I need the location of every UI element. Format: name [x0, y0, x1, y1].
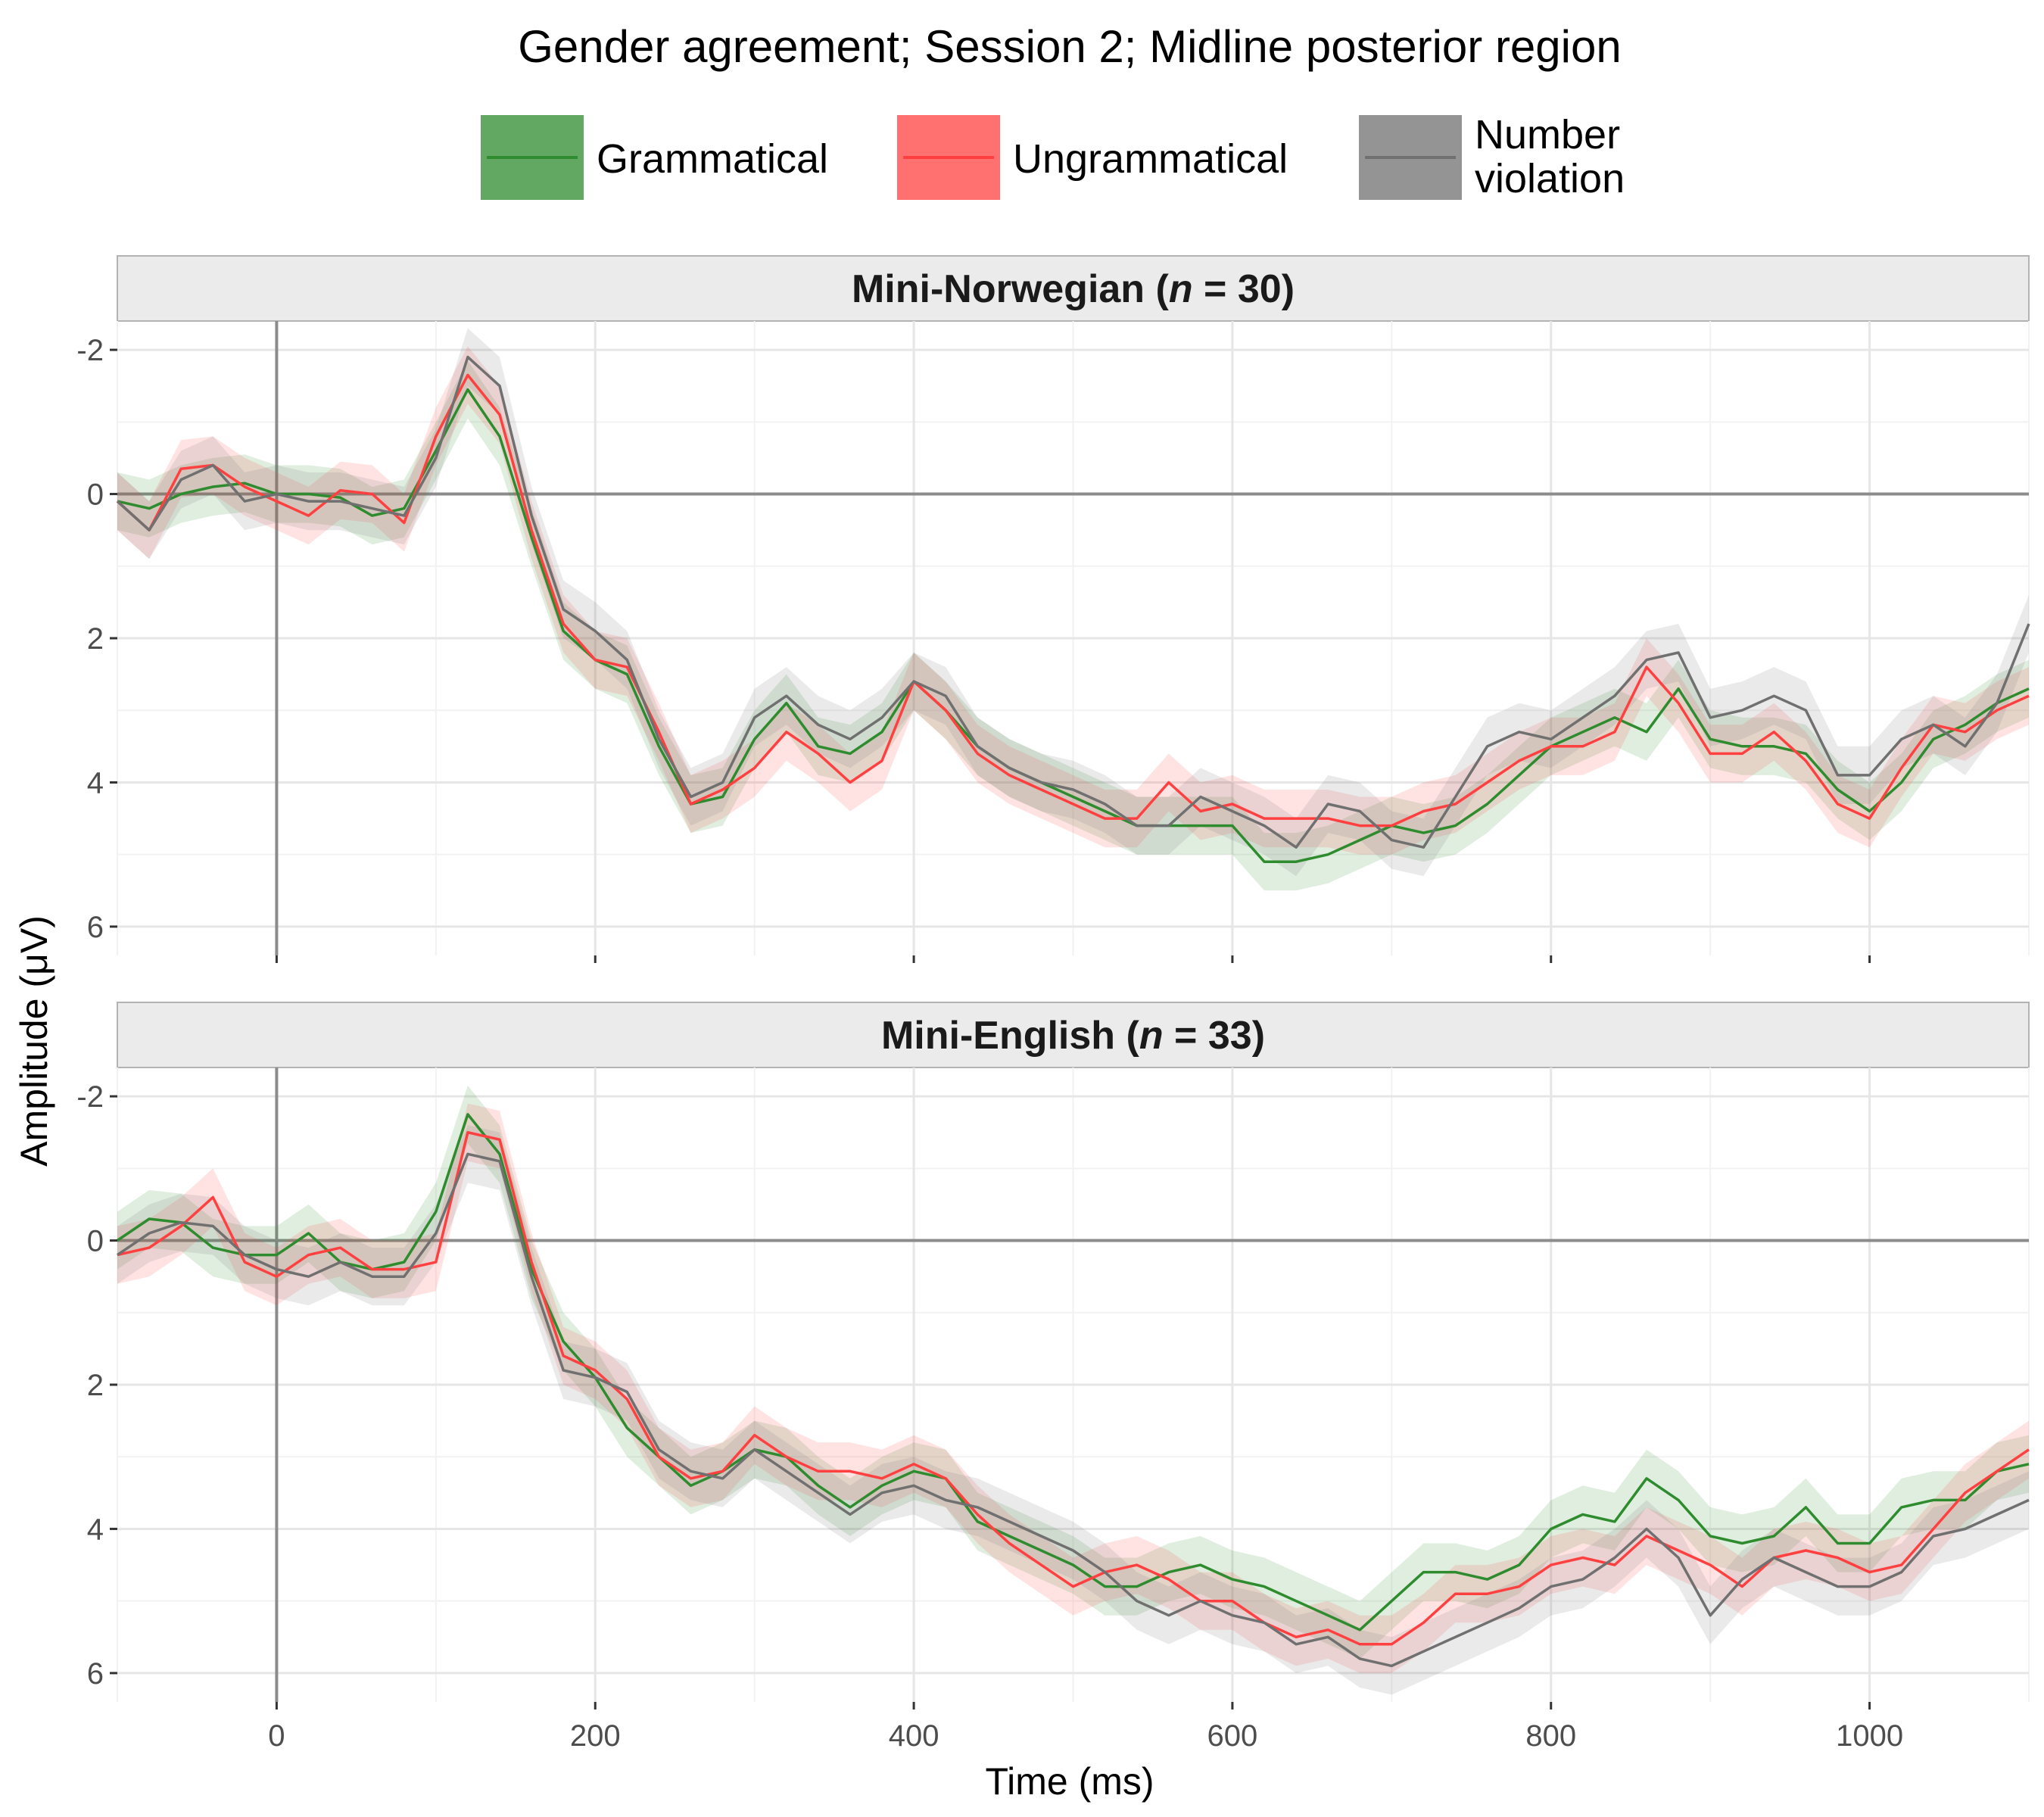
- y-tick-label: 4: [87, 766, 104, 799]
- panel-1: Mini-Norwegian (n = 30) -2 0 2 4 6: [76, 255, 2030, 963]
- y-tick-label: 2: [87, 622, 104, 656]
- series-line-number-violation: [117, 1152, 2030, 1668]
- legend-label-grammatical: Grammatical: [597, 136, 828, 182]
- y-tick-label: -2: [76, 334, 104, 367]
- x-tick-label: 400: [889, 1719, 939, 1753]
- ribbon-ungrammatical: [117, 346, 2029, 855]
- facet-strip: [117, 255, 2030, 322]
- x-tick-label: 600: [1207, 1719, 1258, 1753]
- x-axis: 0 200 400 600 800 1000: [268, 1719, 1903, 1753]
- y-tick-label: 6: [87, 1657, 104, 1691]
- y-tick-label: 4: [87, 1513, 104, 1546]
- facet-panels: Mini-Norwegian (n = 30)-20246Mini-Englis…: [76, 255, 2030, 1709]
- y-axis-title: Amplitude (μV): [13, 915, 55, 1167]
- x-tick-label: 0: [268, 1719, 285, 1753]
- y-tick-label: 6: [87, 911, 104, 944]
- series-line-grammatical: [117, 1113, 2030, 1632]
- legend-label-number-violation-2: violation: [1475, 156, 1625, 201]
- x-axis-title: Time (ms): [985, 1760, 1154, 1803]
- facet-strip: [117, 1002, 2030, 1068]
- facet-strip-label: Mini-Norwegian (n = 30): [852, 267, 1295, 311]
- series-line-ungrammatical: [117, 1130, 2030, 1646]
- x-tick-label: 1000: [1836, 1719, 1903, 1753]
- x-tick-label: 800: [1525, 1719, 1576, 1753]
- chart-title: Gender agreement; Session 2; Midline pos…: [518, 21, 1621, 72]
- ribbon-grammatical: [117, 360, 2029, 891]
- x-tick-label: 200: [570, 1719, 621, 1753]
- y-tick-label: -2: [76, 1080, 104, 1114]
- facet-strip-label: Mini-English (n = 33): [881, 1014, 1265, 1058]
- series-line-number-violation: [116, 355, 2030, 849]
- series-line-grammatical: [117, 388, 2030, 863]
- panel-2: Mini-English (n = 33) -2 0 2 4 6: [76, 1002, 2030, 1709]
- ribbon-ungrammatical: [117, 1103, 2029, 1673]
- ribbon-grammatical: [117, 1085, 2029, 1659]
- legend-label-number-violation-1: Number: [1475, 112, 1620, 157]
- y-tick-label: 0: [87, 1225, 104, 1258]
- y-tick-label: 0: [87, 478, 104, 512]
- series-line-ungrammatical: [116, 373, 2030, 827]
- y-tick-label: 2: [87, 1369, 104, 1402]
- legend-label-ungrammatical: Ungrammatical: [1013, 136, 1288, 182]
